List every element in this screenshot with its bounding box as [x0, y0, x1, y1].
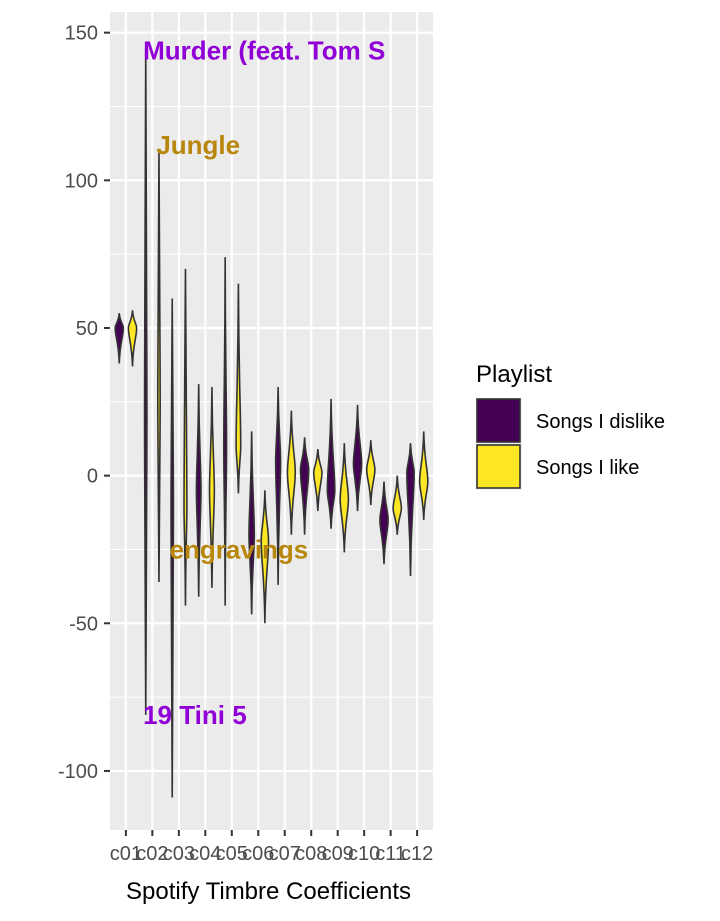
violin-like-c02	[156, 150, 161, 582]
y-axis: -100 -50 0 50 100 150	[58, 23, 110, 783]
x-tick-label: c12	[401, 843, 433, 865]
violin-dislike-c04	[195, 384, 202, 597]
violin-like-c05	[235, 283, 242, 494]
violin-dislike-c08	[299, 437, 310, 535]
minor-gridlines	[110, 105, 433, 846]
violin-dislike-c06	[248, 431, 256, 615]
y-tick-label: 100	[65, 170, 98, 192]
legend-items: Songs I dislike Songs I like	[476, 398, 665, 490]
legend-swatch	[476, 398, 521, 443]
violin-dislike-c09	[326, 398, 336, 529]
violin-like-c10	[365, 440, 376, 506]
plot-panel: Murder (feat. Tom S Jungle engravings 19 Ti…	[110, 12, 433, 846]
x-tick-label: c03	[163, 843, 195, 865]
violin-dislike-c07	[274, 387, 282, 585]
legend-title: Playlist	[476, 361, 552, 388]
plot-panel-background	[110, 12, 433, 830]
violin-like-c03	[183, 268, 188, 606]
x-tick-label: c06	[242, 843, 274, 865]
major-gridlines	[110, 12, 433, 830]
x-tick-label: c05	[216, 843, 248, 865]
annotations: Murder (feat. Tom S Jungle engravings 19 Ti…	[143, 35, 385, 729]
violin-like-c04	[208, 387, 216, 588]
violin-like-c08	[312, 449, 323, 512]
annotation-label: engravings	[170, 534, 309, 564]
violin-like-c09	[339, 443, 350, 553]
violin-like-c07	[286, 410, 297, 535]
x-tick-label: c07	[269, 843, 301, 865]
violin-dislike-c11	[379, 481, 389, 565]
violin-dislike-c01	[114, 313, 125, 364]
violin-dislike-c05	[222, 257, 228, 606]
legend: Playlist Songs I dislike Songs I like	[476, 361, 665, 490]
y-tick-label: -100	[58, 761, 98, 783]
annotation-label: Murder (feat. Tom S	[143, 35, 385, 65]
legend-label: Songs I like	[536, 457, 639, 479]
annotation-label: Jungle	[156, 130, 240, 160]
annotation-label: 19 Tini 5	[143, 700, 247, 730]
x-tick-label: c10	[348, 843, 380, 865]
y-tick-label: 150	[65, 23, 98, 45]
x-tick-label: c02	[136, 843, 168, 865]
x-tick-label: c04	[189, 843, 221, 865]
y-tick-label: 50	[76, 318, 98, 340]
x-tick-label: c08	[295, 843, 327, 865]
violin-dislike-c10	[352, 404, 363, 512]
legend-label: Songs I dislike	[536, 411, 665, 433]
x-axis-title: Spotify Timbre Coefficients	[126, 878, 411, 905]
violin-dislike-c03	[170, 298, 175, 798]
y-tick-label: -50	[69, 613, 98, 635]
violin-like-c01	[127, 310, 138, 367]
y-tick-label: 0	[87, 466, 98, 488]
legend-swatch	[476, 444, 521, 489]
violin-dislike-c02	[143, 47, 148, 715]
violin-dislike-c12	[406, 443, 415, 577]
violin-like-c12	[418, 431, 429, 520]
x-tick-label: c01	[110, 843, 142, 865]
x-tick-label: c09	[322, 843, 354, 865]
x-tick-label: c11	[375, 843, 406, 865]
violins	[114, 47, 429, 798]
violin-like-c06	[260, 490, 270, 624]
violin-like-c11	[392, 475, 403, 535]
